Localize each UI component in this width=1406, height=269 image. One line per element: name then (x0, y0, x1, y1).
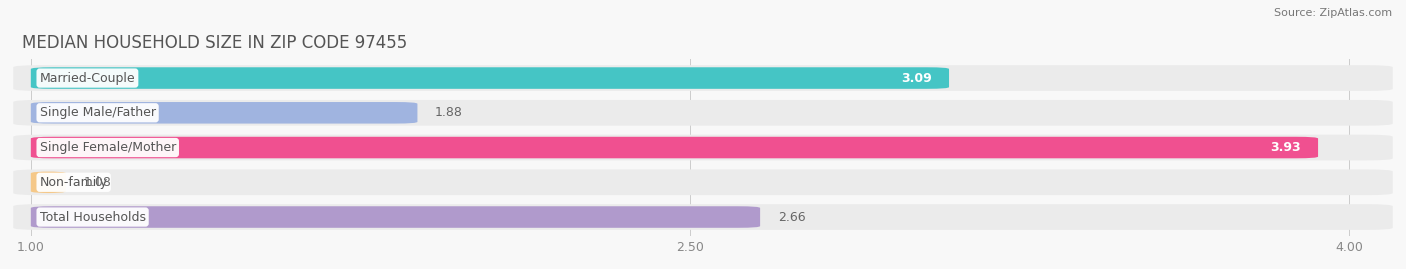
Text: Non-family: Non-family (39, 176, 108, 189)
FancyBboxPatch shape (31, 137, 1317, 158)
Text: MEDIAN HOUSEHOLD SIZE IN ZIP CODE 97455: MEDIAN HOUSEHOLD SIZE IN ZIP CODE 97455 (22, 34, 408, 52)
FancyBboxPatch shape (31, 172, 66, 193)
Text: 1.08: 1.08 (83, 176, 111, 189)
FancyBboxPatch shape (31, 102, 418, 123)
Text: 3.93: 3.93 (1270, 141, 1301, 154)
FancyBboxPatch shape (13, 100, 1393, 126)
FancyBboxPatch shape (13, 65, 1393, 91)
FancyBboxPatch shape (31, 206, 761, 228)
FancyBboxPatch shape (13, 135, 1393, 160)
Text: Single Female/Mother: Single Female/Mother (39, 141, 176, 154)
Text: Single Male/Father: Single Male/Father (39, 106, 156, 119)
FancyBboxPatch shape (13, 169, 1393, 195)
Text: 3.09: 3.09 (901, 72, 931, 84)
Text: Married-Couple: Married-Couple (39, 72, 135, 84)
FancyBboxPatch shape (13, 204, 1393, 230)
Text: 1.88: 1.88 (434, 106, 463, 119)
Text: Total Households: Total Households (39, 211, 146, 224)
Text: Source: ZipAtlas.com: Source: ZipAtlas.com (1274, 8, 1392, 18)
Text: 2.66: 2.66 (778, 211, 806, 224)
FancyBboxPatch shape (31, 67, 949, 89)
